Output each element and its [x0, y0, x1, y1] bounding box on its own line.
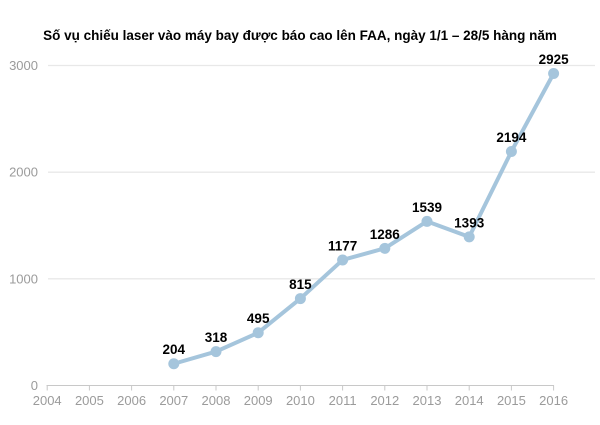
data-label-2014: 1393	[454, 215, 485, 230]
x-axis-tick-label-2008: 2008	[202, 393, 231, 408]
data-point-2012	[379, 242, 391, 254]
data-point-2015	[505, 145, 517, 157]
x-axis-tick-label-2006: 2006	[117, 393, 146, 408]
x-axis-tick-label-2014: 2014	[455, 393, 484, 408]
data-label-2008: 318	[205, 330, 228, 345]
y-axis-tick-label-3000: 3000	[9, 58, 38, 73]
y-axis-tick-label-0: 0	[31, 378, 38, 393]
data-label-2007: 204	[163, 342, 186, 357]
data-label-2016: 2925	[539, 52, 570, 67]
data-label-2015: 2194	[496, 130, 527, 145]
data-label-2011: 1177	[328, 238, 357, 253]
data-label-2013: 1539	[412, 200, 442, 215]
data-point-2014	[463, 231, 475, 243]
data-point-2016	[548, 68, 560, 79]
data-point-2013	[421, 215, 433, 227]
y-axis-tick-label-2000: 2000	[9, 165, 38, 180]
x-axis-tick-label-2010: 2010	[286, 393, 315, 408]
x-axis-tick-label-2009: 2009	[244, 393, 273, 408]
x-axis-tick-label-2012: 2012	[370, 393, 399, 408]
y-axis-tick-label-1000: 1000	[9, 271, 38, 286]
data-point-2010	[294, 293, 306, 305]
series-line-laser-incidents-reported-to-faa	[171, 71, 556, 366]
data-point-2007	[168, 358, 180, 370]
data-label-2010: 815	[289, 277, 312, 292]
data-point-2008	[210, 346, 222, 358]
data-label-2009: 495	[247, 311, 270, 326]
data-point-2009	[252, 327, 264, 339]
data-label-2012: 1286	[370, 227, 401, 242]
x-axis-tick-label-2007: 2007	[159, 393, 188, 408]
x-axis-tick-label-2013: 2013	[413, 393, 442, 408]
data-point-2011	[337, 254, 349, 266]
x-axis-tick-label-2005: 2005	[75, 393, 104, 408]
x-axis-tick-label-2004: 2004	[33, 393, 62, 408]
chart-title: Số vụ chiếu laser vào máy bay được báo c…	[43, 28, 557, 43]
x-axis-tick-label-2011: 2011	[329, 393, 357, 408]
x-axis-tick-label-2015: 2015	[497, 393, 526, 408]
x-axis-tick-label-2016: 2016	[539, 393, 568, 408]
